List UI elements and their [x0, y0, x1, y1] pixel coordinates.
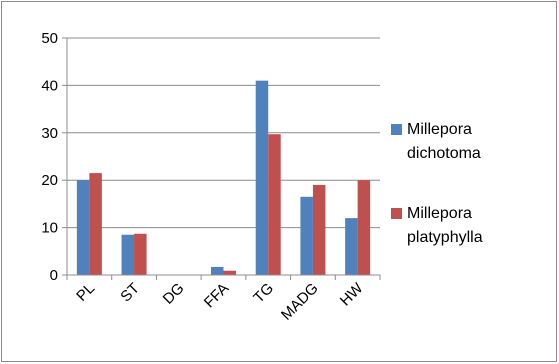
bar: [89, 173, 102, 275]
axes: [62, 37, 381, 280]
bar: [223, 270, 236, 275]
bar: [121, 234, 135, 275]
bar: [345, 218, 358, 275]
legend: Millepora dichotoma Millepora platyphylla: [391, 121, 483, 246]
bar: [134, 233, 147, 275]
y-tick-label: 50: [41, 30, 58, 47]
y-tick-labels: 0 10 20 30 40 50: [41, 30, 58, 284]
y-tick-label: 30: [41, 125, 58, 142]
legend-label: dichotoma: [407, 145, 481, 162]
y-tick-label: 10: [41, 220, 58, 237]
x-tick-label: HW: [337, 279, 367, 309]
legend-label: Millepora: [407, 205, 472, 222]
legend-swatch: [391, 208, 402, 219]
bar: [312, 184, 326, 275]
x-tick-label: DG: [160, 280, 188, 308]
y-tick-label: 40: [41, 77, 58, 94]
bar: [357, 180, 371, 275]
legend-entry: Millepora platyphylla: [391, 205, 483, 246]
y-tick-label: 0: [50, 267, 58, 284]
x-tick-label: FFA: [201, 280, 232, 311]
bar: [255, 80, 269, 275]
legend-swatch: [391, 124, 402, 135]
bar: [300, 196, 313, 275]
legend-label: platyphylla: [407, 229, 483, 246]
bar: [76, 180, 90, 275]
legend-label: Millepora: [407, 121, 472, 138]
bar: [211, 266, 224, 275]
x-tick-labels: PL ST DG FFA TG MADG HW: [73, 279, 367, 323]
bars: [76, 80, 371, 275]
bar: [268, 134, 281, 275]
x-tick-label: MADG: [278, 280, 322, 324]
x-tick-label: TG: [250, 280, 277, 307]
x-tick-label: ST: [117, 280, 143, 306]
grid-lines: [67, 37, 380, 229]
x-tick-label: PL: [73, 280, 98, 305]
legend-entry: Millepora dichotoma: [391, 121, 481, 162]
y-tick-label: 20: [41, 172, 58, 189]
